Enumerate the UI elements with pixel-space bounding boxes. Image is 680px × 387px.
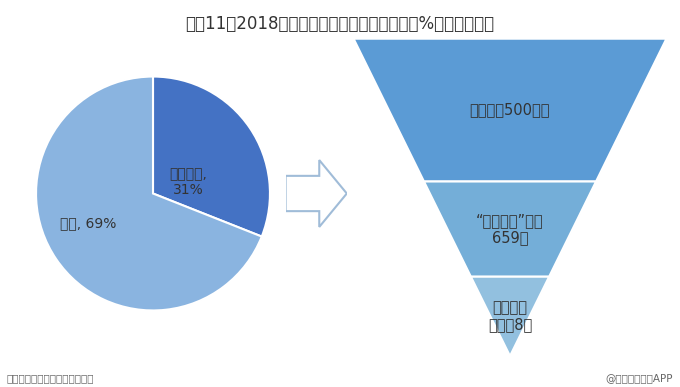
- Polygon shape: [354, 39, 666, 182]
- Text: 资料来源：前瞻产业研究院整理: 资料来源：前瞻产业研究院整理: [7, 373, 95, 383]
- Text: 各类人才500万人: 各类人才500万人: [470, 103, 550, 118]
- Text: 诺贝尔奖
获得者8名: 诺贝尔奖 获得者8名: [488, 300, 532, 332]
- Text: 各类人才,
31%: 各类人才, 31%: [169, 167, 207, 197]
- Wedge shape: [153, 77, 270, 236]
- Polygon shape: [471, 277, 549, 356]
- Polygon shape: [286, 160, 347, 227]
- Text: @前瞻经济学人APP: @前瞻经济学人APP: [606, 373, 673, 383]
- Text: 图表11：2018年成都市人才引进情况（单位：%，万人，人）: 图表11：2018年成都市人才引进情况（单位：%，万人，人）: [186, 15, 494, 34]
- Text: “蓉漂计划”专家
659人: “蓉漂计划”专家 659人: [476, 213, 544, 245]
- Text: 其他, 69%: 其他, 69%: [61, 216, 117, 230]
- Wedge shape: [36, 77, 262, 310]
- Polygon shape: [424, 182, 596, 277]
